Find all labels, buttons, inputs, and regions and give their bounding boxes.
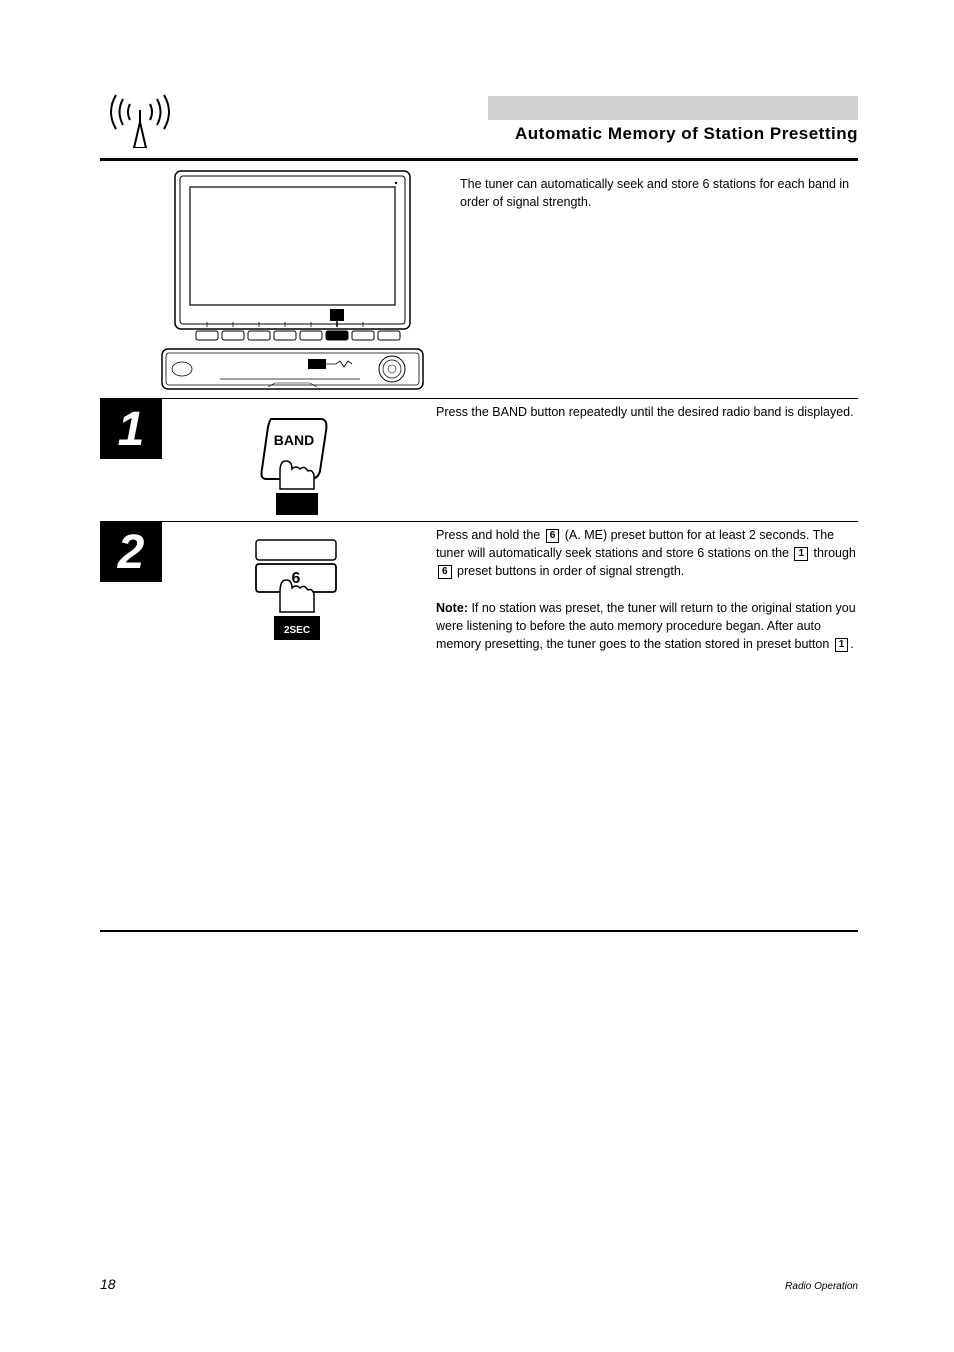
key-6: 6 xyxy=(546,529,560,543)
step-1-text: Press the BAND button repeatedly until t… xyxy=(430,399,858,521)
s2-p1: Press and hold the xyxy=(436,528,544,542)
rule-top xyxy=(100,158,858,161)
svg-text:BAND: BAND xyxy=(274,432,314,448)
content-area: The tuner can automatically seek and sto… xyxy=(100,169,858,394)
right-column: The tuner can automatically seek and sto… xyxy=(460,169,858,394)
note-key-1: 1 xyxy=(835,638,849,652)
page-label: Radio Operation xyxy=(785,1281,858,1292)
step-2-icon: 6 2SEC xyxy=(162,522,430,684)
section-title: Automatic Memory of Station Presetting xyxy=(488,124,858,144)
antenna-icon xyxy=(100,90,180,150)
s2-p4: preset buttons in order of signal streng… xyxy=(454,564,685,578)
left-column xyxy=(100,169,430,394)
note-label: Note: xyxy=(436,601,468,615)
svg-text:2SEC: 2SEC xyxy=(284,625,310,636)
page-number: 18 xyxy=(100,1276,116,1292)
step-2-number: 2 xyxy=(100,522,162,582)
step-1-number: 1 xyxy=(100,399,162,459)
step-2-text: Press and hold the 6 (A. ME) preset butt… xyxy=(430,522,858,684)
note-p2: . xyxy=(850,637,853,651)
step-1-icon: BAND xyxy=(162,399,430,521)
key-6b: 6 xyxy=(438,565,452,579)
intro-text: The tuner can automatically seek and sto… xyxy=(460,175,858,211)
step-1: 1 BAND Press the BAND button repeatedly … xyxy=(100,399,858,521)
device-diagram xyxy=(160,169,425,394)
note-p1: If no station was preset, the tuner will… xyxy=(436,601,856,651)
s2-p3: through xyxy=(810,546,856,560)
svg-text:6: 6 xyxy=(292,570,301,587)
rule-footer xyxy=(100,930,858,932)
page-footer: 18 Radio Operation xyxy=(100,1276,858,1292)
key-1: 1 xyxy=(794,547,808,561)
header-right: Automatic Memory of Station Presetting xyxy=(200,96,858,144)
header-row: Automatic Memory of Station Presetting xyxy=(100,90,858,150)
gray-bar xyxy=(488,96,858,120)
step-2: 2 6 2SEC Press and hold the 6 (A. ME) pr… xyxy=(100,522,858,684)
